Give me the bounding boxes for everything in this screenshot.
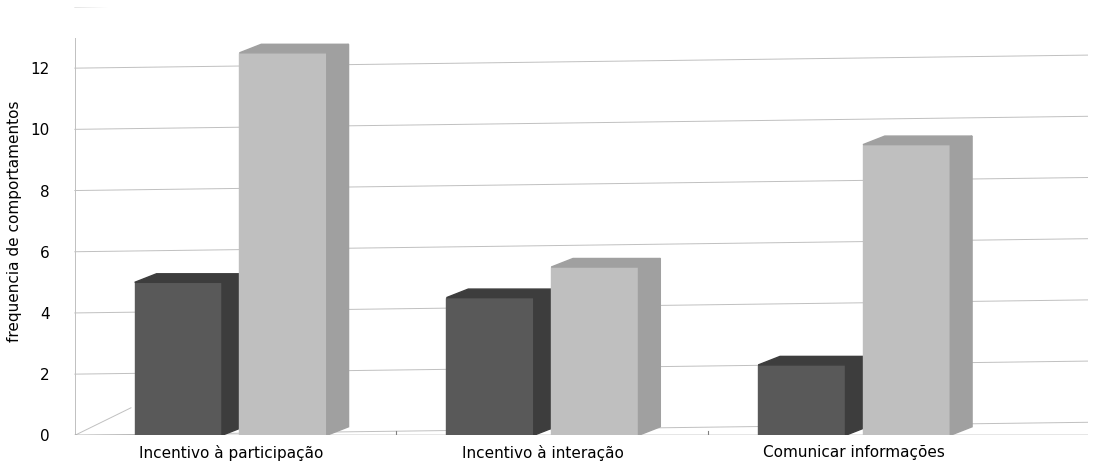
Polygon shape — [950, 136, 972, 435]
Polygon shape — [551, 258, 660, 267]
Polygon shape — [135, 274, 244, 282]
Bar — [240, 53, 326, 435]
Y-axis label: frequencia de comportamentos: frequencia de comportamentos — [7, 101, 22, 342]
Polygon shape — [638, 258, 660, 435]
Bar — [758, 365, 845, 435]
Polygon shape — [447, 289, 555, 298]
Polygon shape — [240, 44, 348, 53]
Polygon shape — [758, 357, 867, 365]
Polygon shape — [533, 289, 555, 435]
Polygon shape — [222, 274, 244, 435]
Bar — [863, 145, 950, 435]
Polygon shape — [326, 44, 348, 435]
Bar — [447, 298, 533, 435]
Polygon shape — [863, 136, 972, 145]
Polygon shape — [845, 357, 867, 435]
Bar — [135, 282, 222, 435]
Bar — [551, 267, 638, 435]
